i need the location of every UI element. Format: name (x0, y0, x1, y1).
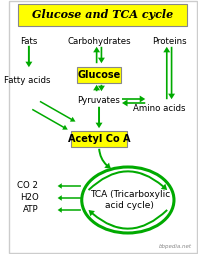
FancyBboxPatch shape (9, 1, 197, 253)
FancyArrowPatch shape (96, 107, 103, 128)
Text: bbpedia.net: bbpedia.net (159, 244, 192, 249)
Text: Amino acids: Amino acids (133, 104, 186, 113)
Text: Glucose: Glucose (77, 70, 121, 80)
FancyArrowPatch shape (88, 170, 167, 191)
FancyArrowPatch shape (25, 46, 32, 67)
Ellipse shape (82, 167, 174, 233)
Text: Acetyl Co A: Acetyl Co A (68, 134, 130, 144)
FancyArrowPatch shape (58, 183, 81, 189)
FancyArrowPatch shape (122, 100, 145, 106)
FancyArrowPatch shape (122, 96, 145, 102)
Text: Glucose and TCA cycle: Glucose and TCA cycle (32, 9, 173, 21)
FancyArrowPatch shape (89, 209, 168, 230)
FancyArrowPatch shape (93, 85, 100, 91)
Text: TCA (Tricarboxylic
acid cycle): TCA (Tricarboxylic acid cycle) (90, 190, 170, 210)
Text: Fats: Fats (20, 37, 38, 46)
FancyBboxPatch shape (18, 4, 188, 26)
FancyArrowPatch shape (98, 149, 111, 169)
FancyArrowPatch shape (98, 85, 105, 91)
FancyArrowPatch shape (32, 109, 68, 130)
FancyBboxPatch shape (77, 67, 121, 83)
FancyArrowPatch shape (168, 47, 175, 99)
Text: H2O: H2O (20, 194, 38, 202)
FancyArrowPatch shape (58, 207, 81, 213)
Text: Proteins: Proteins (152, 37, 187, 46)
FancyBboxPatch shape (71, 131, 127, 147)
FancyArrowPatch shape (58, 195, 81, 201)
Text: CO 2: CO 2 (17, 182, 38, 190)
FancyArrowPatch shape (98, 47, 105, 63)
FancyArrowPatch shape (163, 47, 170, 99)
Text: Pyruvates: Pyruvates (78, 96, 120, 105)
FancyArrowPatch shape (40, 101, 75, 122)
Text: Fatty acids: Fatty acids (4, 76, 50, 85)
Text: ATP: ATP (23, 205, 38, 214)
FancyArrowPatch shape (93, 47, 100, 63)
Text: Carbohydrates: Carbohydrates (67, 37, 131, 46)
